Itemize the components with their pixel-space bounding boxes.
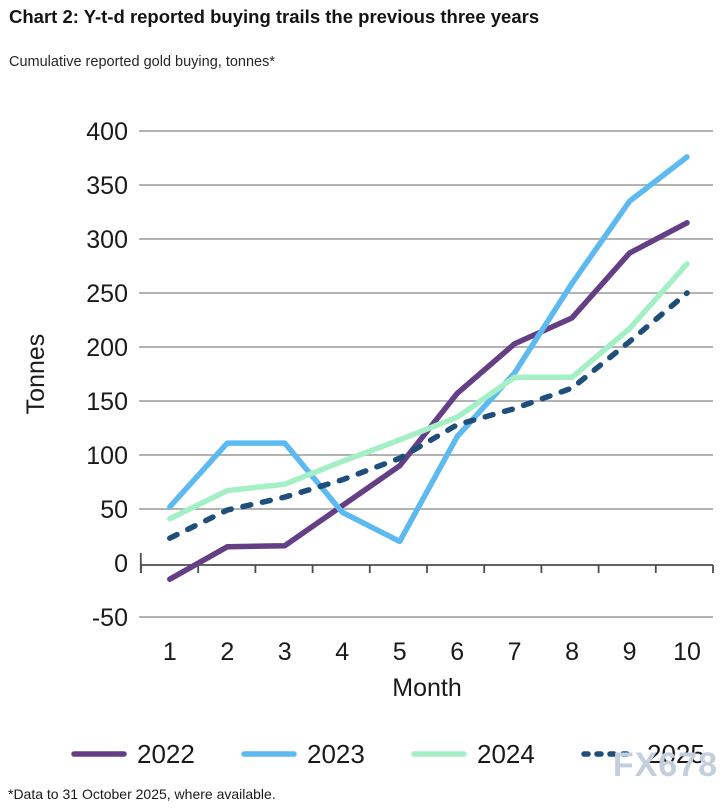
y-tick-label-400: 400 <box>86 118 128 146</box>
chart-subtitle: Cumulative reported gold buying, tonnes* <box>9 54 275 70</box>
y-tick-label-150: 150 <box>86 388 128 416</box>
x-tick-label-8: 8 <box>565 638 579 666</box>
x-axis-label: Month <box>392 674 462 702</box>
y-tick-label--50: -50 <box>92 604 128 632</box>
x-tick-label-6: 6 <box>450 638 464 666</box>
series-line-2024 <box>167 261 690 522</box>
series-line-2023 <box>167 154 690 545</box>
x-tick-label-4: 4 <box>335 638 349 666</box>
legend-swatch-2024 <box>411 751 467 757</box>
y-tick-label-200: 200 <box>86 334 128 362</box>
x-tick-label-1: 1 <box>163 638 177 666</box>
legend-item-2024: 2024 <box>410 736 535 772</box>
legend-item-2023: 2023 <box>240 736 365 772</box>
x-tick-label-10: 10 <box>673 638 701 666</box>
legend: 2022 2023 2024 2025 <box>0 736 728 772</box>
y-tick-label-250: 250 <box>86 280 128 308</box>
x-tick-label-2: 2 <box>220 638 234 666</box>
legend-label-2025: 2025 <box>647 738 705 769</box>
legend-label-2022: 2022 <box>137 738 195 769</box>
legend-label-2023: 2023 <box>307 738 365 769</box>
footnote: *Data to 31 October 2025, where availabl… <box>8 786 276 802</box>
watermark: FX678 <box>612 746 718 784</box>
x-tick-label-3: 3 <box>278 638 292 666</box>
y-tick-label-50: 50 <box>100 496 128 524</box>
y-tick-label-350: 350 <box>86 172 128 200</box>
legend-swatch-2025 <box>581 751 637 757</box>
y-tick-label-0: 0 <box>114 550 128 578</box>
x-tick-label-9: 9 <box>623 638 637 666</box>
legend-swatch-2022 <box>71 751 127 757</box>
y-tick-label-100: 100 <box>86 442 128 470</box>
x-tick-label-5: 5 <box>393 638 407 666</box>
y-tick-label-300: 300 <box>86 226 128 254</box>
legend-item-2025: 2025 <box>580 736 705 772</box>
x-tick-label-7: 7 <box>508 638 522 666</box>
series-line-2025 <box>167 290 690 541</box>
legend-item-2022: 2022 <box>70 736 195 772</box>
legend-label-2024: 2024 <box>477 738 535 769</box>
y-axis-label: Tonnes <box>22 333 50 415</box>
chart-title: Chart 2: Y-t-d reported buying trails th… <box>9 6 540 27</box>
legend-swatch-2023 <box>241 751 297 757</box>
